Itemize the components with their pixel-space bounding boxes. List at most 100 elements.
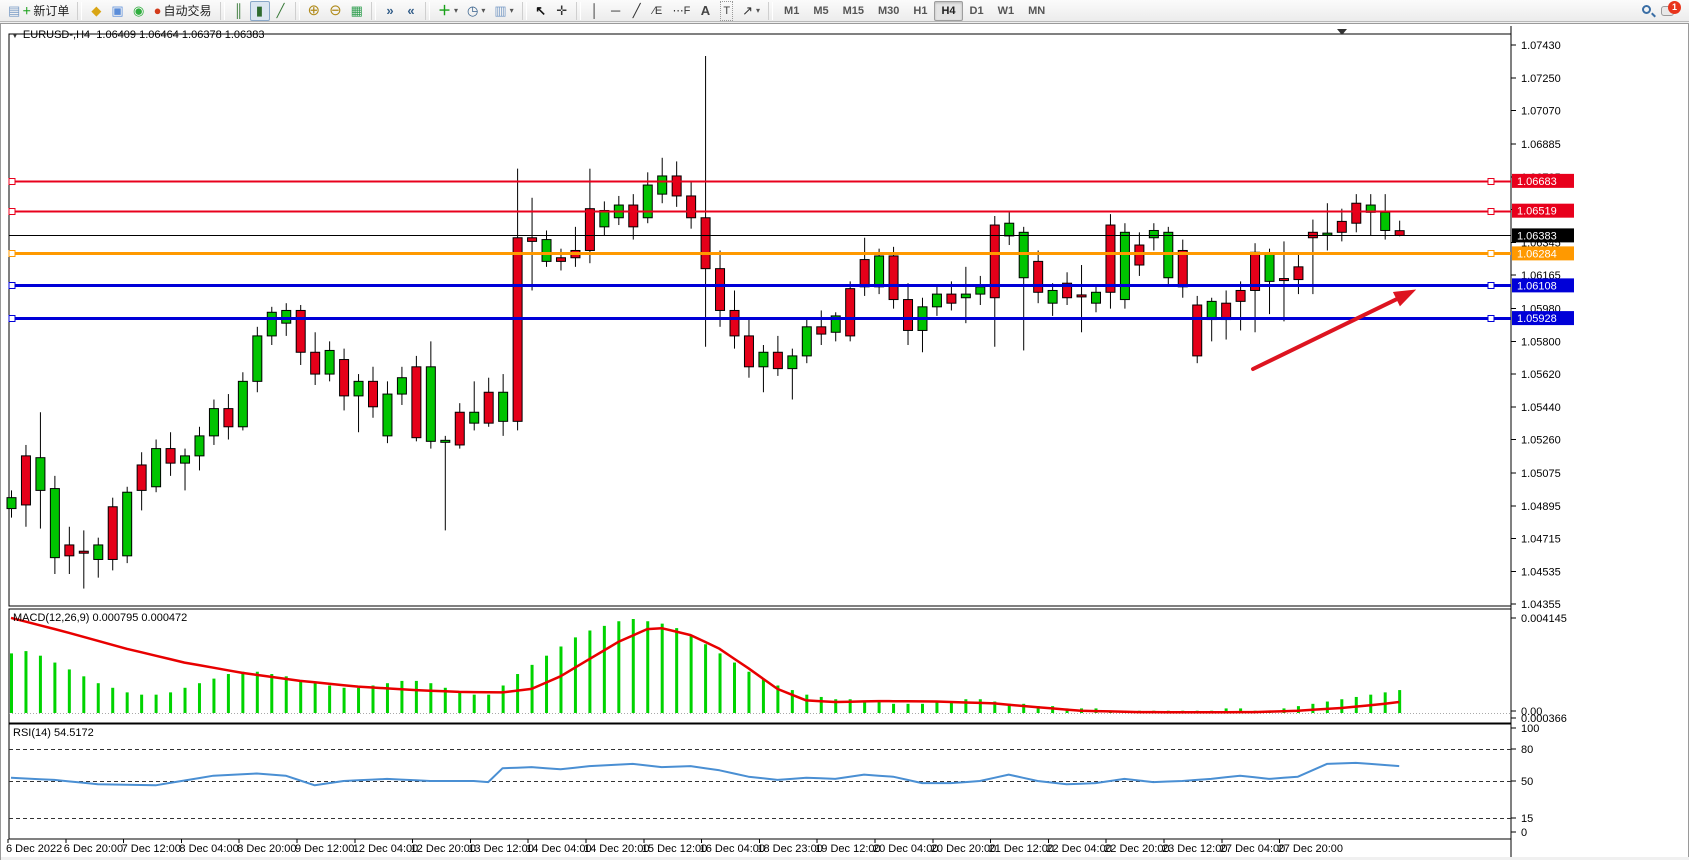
separator <box>219 1 225 20</box>
candle-20 <box>295 309 306 353</box>
price-tick-label: 1.04895 <box>1521 501 1561 513</box>
zoom-out-icon: ⊖ <box>329 1 342 19</box>
timeframe-button-m5[interactable]: M5 <box>813 4 829 17</box>
periods-button[interactable]: ◷ ▾ <box>463 1 489 21</box>
signals-button[interactable]: ◉ <box>129 1 149 21</box>
candle-36 <box>527 237 538 242</box>
arrows-tool-button[interactable]: ↗ ▾ <box>738 1 764 21</box>
price-tick-label: 1.05075 <box>1521 468 1561 480</box>
fibonacci-button[interactable]: ⋯F <box>669 1 695 21</box>
hline-handle[interactable] <box>8 315 16 322</box>
hline-handle[interactable] <box>1487 208 1495 215</box>
crosshair-button[interactable]: ✛ <box>552 1 572 21</box>
timeframe-button-d1[interactable]: D1 <box>969 4 984 17</box>
timeframe-button-h1[interactable]: H1 <box>913 4 928 17</box>
auto-scroll-button[interactable]: » <box>380 1 400 21</box>
candle-40 <box>584 208 595 251</box>
indicators-button[interactable]: ＋ ▾ <box>434 1 462 21</box>
charts-cloud-icon: ▣ <box>111 2 124 18</box>
separator <box>424 1 430 20</box>
timeframe-button-mn[interactable]: MN <box>1028 4 1046 17</box>
chevron-down-icon: ▾ <box>453 5 458 15</box>
candle-10 <box>151 448 162 488</box>
candle-11 <box>165 448 176 464</box>
bar-chart-button[interactable]: ║ <box>229 1 249 21</box>
line-chart-button[interactable]: ╱ <box>271 1 291 21</box>
price-badge-label: 1.05928 <box>1517 313 1557 325</box>
hline-handle[interactable] <box>8 250 16 257</box>
search-handle <box>1651 12 1656 17</box>
time-axis-label: 6 Dec 2022 <box>6 843 63 855</box>
time-axis-label: 27 Dec 20:00 <box>1277 843 1344 855</box>
hline-handle[interactable] <box>1487 282 1495 289</box>
candlestick-chart-button[interactable]: ▮ <box>249 0 270 21</box>
timeframe-button-m15[interactable]: M15 <box>842 4 865 17</box>
time-axis-label: 20 Dec 20:00 <box>930 843 997 855</box>
search-lens <box>1642 4 1651 14</box>
separator <box>294 1 300 20</box>
candle-76 <box>1105 224 1116 293</box>
candle-49 <box>715 268 726 311</box>
vertical-line-button[interactable]: │ <box>585 1 605 21</box>
autotrading-button[interactable]: ● 自动交易 <box>150 1 216 21</box>
search-icon[interactable] <box>1641 4 1656 18</box>
candle-45 <box>657 175 668 195</box>
tile-windows-button[interactable]: ▦ <box>347 1 367 21</box>
candle-51 <box>743 335 754 368</box>
price-badge-label: 1.06683 <box>1517 176 1557 188</box>
trend-arrow[interactable] <box>1251 296 1401 371</box>
text-label-button[interactable]: T <box>716 0 737 21</box>
hline-handle[interactable] <box>8 208 16 215</box>
new-order-button[interactable]: ▤ ＋ 新订单 <box>4 1 73 21</box>
time-axis-label: 23 Dec 12:00 <box>1162 843 1228 855</box>
price-tick-label: 1.05800 <box>1521 336 1561 348</box>
chart-shift-button[interactable]: « <box>401 1 421 21</box>
chevron-down-icon: ▾ <box>756 5 761 15</box>
rsi-tick-label: 100 <box>1521 723 1539 735</box>
cursor-button[interactable]: ↖ <box>531 1 551 21</box>
market-watch-button[interactable]: ▣ <box>107 1 127 21</box>
chart-canvas[interactable]: 1.074301.072501.070701.068851.067051.065… <box>1 24 1689 860</box>
time-axis[interactable]: 6 Dec 2022 6 Dec 20:00 7 Dec 12:00 8 Dec 04… <box>1 841 1511 857</box>
candle-21 <box>310 351 321 375</box>
macd-histogram <box>10 619 1402 713</box>
candle-41 <box>599 209 610 228</box>
timeframe-button-w1[interactable]: W1 <box>997 4 1015 17</box>
time-axis-label: 8 Dec 04:00 <box>179 843 239 855</box>
candle-75 <box>1091 291 1101 304</box>
timeframe-button-m30[interactable]: M30 <box>878 4 900 17</box>
candle-28 <box>411 366 422 439</box>
plus-icon: ＋ <box>22 5 32 16</box>
price-tick-label: 1.07070 <box>1521 106 1561 118</box>
profile-button[interactable]: ◆ <box>86 1 106 21</box>
trend-arrow-head[interactable] <box>1392 289 1417 307</box>
candle-27 <box>396 377 407 395</box>
price-badge-label: 1.06108 <box>1517 280 1557 292</box>
hline-handle[interactable] <box>1487 250 1495 257</box>
text-icon: A <box>700 2 711 18</box>
chart-title: ▼ EURUSD-,H4 1.06409 1.06464 1.06378 1.06… <box>11 29 265 41</box>
timeframe-button-h4[interactable]: H4 <box>934 0 963 21</box>
time-axis-label: 8 Dec 20:00 <box>237 843 297 855</box>
tile-windows-icon: ▦ <box>350 2 363 18</box>
notifications-button[interactable]: 1 <box>1661 0 1681 18</box>
auto-scroll-icon: » <box>386 2 394 18</box>
text-button[interactable]: A <box>695 1 715 21</box>
templates-button[interactable]: ▥ ▾ <box>490 1 517 21</box>
time-axis-label: 14 Dec 20:00 <box>584 843 650 855</box>
chevron-down-icon: ▾ <box>481 5 486 15</box>
equidistant-channel-button[interactable]: ⁄E <box>648 1 668 21</box>
horizontal-line-button[interactable]: ─ <box>606 1 626 21</box>
zoom-in-button[interactable]: ⊕ <box>304 1 325 21</box>
candle-46 <box>671 175 682 197</box>
hline-handle[interactable] <box>8 178 16 185</box>
zoom-out-button[interactable]: ⊖ <box>325 1 346 21</box>
new-order-label: 新订单 <box>33 3 70 18</box>
candle-38 <box>555 257 566 262</box>
hline-handle[interactable] <box>8 282 16 289</box>
hline-handle[interactable] <box>1487 178 1495 185</box>
timeframe-button-m1[interactable]: M1 <box>784 4 800 17</box>
hline-handle[interactable] <box>1487 315 1495 322</box>
trendline-button[interactable]: ╱ <box>627 1 647 21</box>
candle-67 <box>975 286 986 295</box>
